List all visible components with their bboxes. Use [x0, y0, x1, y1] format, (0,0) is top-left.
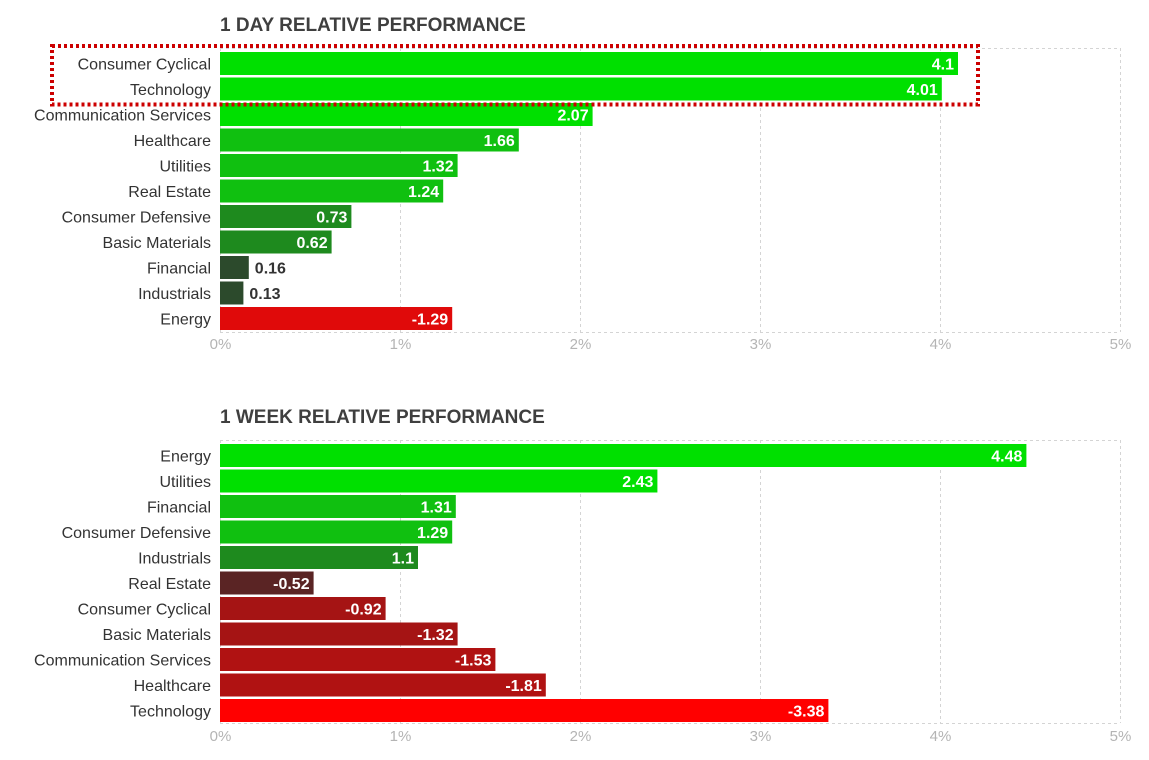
- week-x-tick-label: 5%: [1110, 728, 1132, 745]
- day-category-label-technology: Technology: [130, 82, 211, 99]
- day-bar-communication-services[interactable]: [220, 103, 593, 126]
- day-value-label-energy: -1.29: [412, 312, 449, 329]
- day-category-label-utilities: Utilities: [159, 159, 211, 176]
- day-value-label-healthcare: 1.66: [484, 133, 515, 150]
- day-highlight-box: [50, 44, 980, 107]
- week-value-label-utilities: 2.43: [622, 474, 653, 491]
- day-value-label-technology: 4.01: [907, 82, 938, 99]
- week-bar-healthcare[interactable]: [220, 673, 546, 697]
- week-category-label-financial: Financial: [147, 500, 211, 517]
- day-value-label-utilities: 1.32: [422, 159, 453, 176]
- day-category-label-financial: Financial: [147, 261, 211, 278]
- week-x-tick-label: 3%: [750, 728, 772, 745]
- week-x-tick-label: 1%: [390, 728, 412, 745]
- day-value-label-communication-services: 2.07: [557, 108, 588, 125]
- day-x-tick-label: 4%: [930, 336, 952, 353]
- week-value-label-industrials: 1.1: [392, 551, 414, 568]
- week-category-label-technology: Technology: [130, 704, 211, 721]
- week-bar-basic-materials[interactable]: [220, 622, 458, 646]
- week-bar-consumer-cyclical[interactable]: [220, 597, 386, 620]
- week-x-tick-label: 2%: [570, 728, 592, 745]
- day-value-label-industrials: 0.13: [249, 286, 280, 303]
- week-bar-energy[interactable]: [220, 444, 1027, 467]
- day-x-tick-label: 2%: [570, 336, 592, 353]
- week-category-label-real-estate: Real Estate: [128, 576, 211, 593]
- week-bar-real-estate[interactable]: [220, 571, 314, 595]
- week-value-label-technology: -3.38: [788, 704, 825, 721]
- day-category-label-industrials: Industrials: [138, 286, 211, 303]
- day-bar-basic-materials[interactable]: [220, 230, 332, 254]
- week-category-label-basic-materials: Basic Materials: [103, 627, 211, 644]
- week-bar-communication-services[interactable]: [220, 648, 496, 671]
- week-x-tick-label: 0%: [210, 728, 232, 745]
- day-value-label-financial: 0.16: [255, 261, 286, 278]
- day-bar-energy[interactable]: [220, 307, 453, 330]
- day-category-label-basic-materials: Basic Materials: [103, 235, 211, 252]
- week-chart-title: 1 WEEK RELATIVE PERFORMANCE: [220, 407, 545, 428]
- day-bar-consumer-cyclical[interactable]: [220, 52, 958, 75]
- week-value-label-real-estate: -0.52: [273, 576, 310, 593]
- day-category-label-real-estate: Real Estate: [128, 184, 211, 201]
- day-value-label-basic-materials: 0.62: [296, 235, 327, 252]
- day-value-label-real-estate: 1.24: [408, 184, 439, 201]
- day-value-label-consumer-defensive: 0.73: [316, 210, 347, 227]
- week-value-label-financial: 1.31: [421, 500, 452, 517]
- day-bar-utilities[interactable]: [220, 154, 458, 177]
- week-bar-industrials[interactable]: [220, 546, 418, 569]
- week-category-label-industrials: Industrials: [138, 551, 211, 568]
- day-x-tick-label: 0%: [210, 336, 232, 353]
- day-category-label-consumer-defensive: Consumer Defensive: [62, 210, 212, 227]
- week-value-label-basic-materials: -1.32: [417, 627, 454, 644]
- week-value-label-communication-services: -1.53: [455, 653, 492, 670]
- week-category-label-communication-services: Communication Services: [34, 653, 211, 670]
- week-category-label-healthcare: Healthcare: [134, 678, 211, 695]
- week-bar-consumer-defensive[interactable]: [220, 520, 453, 544]
- week-category-label-consumer-defensive: Consumer Defensive: [62, 525, 212, 542]
- day-category-label-healthcare: Healthcare: [134, 133, 211, 150]
- day-bar-consumer-defensive[interactable]: [220, 205, 352, 228]
- week-value-label-consumer-cyclical: -0.92: [345, 602, 382, 619]
- week-value-label-healthcare: -1.81: [505, 678, 542, 695]
- week-bar-financial[interactable]: [220, 495, 456, 518]
- week-category-label-energy: Energy: [160, 449, 211, 466]
- day-x-tick-label: 3%: [750, 336, 772, 353]
- week-value-label-energy: 4.48: [991, 449, 1022, 466]
- day-bar-financial[interactable]: [220, 256, 249, 279]
- week-bar-utilities[interactable]: [220, 469, 658, 493]
- day-category-label-consumer-cyclical: Consumer Cyclical: [78, 57, 211, 74]
- week-bar-technology[interactable]: [220, 699, 829, 722]
- day-value-label-consumer-cyclical: 4.1: [932, 57, 954, 74]
- day-x-tick-label: 1%: [390, 336, 412, 353]
- week-x-tick-label: 4%: [930, 728, 952, 745]
- day-bar-industrials[interactable]: [220, 281, 244, 305]
- day-bar-technology[interactable]: [220, 77, 942, 101]
- week-value-label-consumer-defensive: 1.29: [417, 525, 448, 542]
- day-category-label-energy: Energy: [160, 312, 211, 329]
- day-chart-title: 1 DAY RELATIVE PERFORMANCE: [220, 15, 526, 36]
- week-category-label-consumer-cyclical: Consumer Cyclical: [78, 602, 211, 619]
- day-category-label-communication-services: Communication Services: [34, 108, 211, 125]
- week-category-label-utilities: Utilities: [159, 474, 211, 491]
- day-x-tick-label: 5%: [1110, 336, 1132, 353]
- day-bar-healthcare[interactable]: [220, 128, 519, 152]
- day-bar-real-estate[interactable]: [220, 179, 444, 203]
